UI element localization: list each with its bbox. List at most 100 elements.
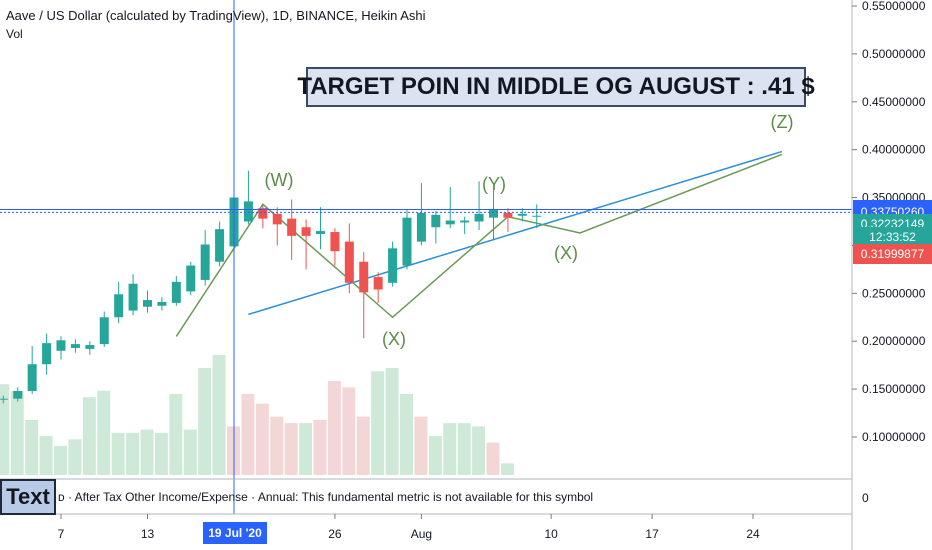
y-tick-label: 0.20000000 [862, 334, 926, 348]
volume-bar [25, 419, 39, 475]
volume-bar [356, 416, 370, 475]
candle-body [416, 212, 426, 242]
volume-bar [140, 429, 154, 475]
x-tick-label: 10 [544, 527, 558, 541]
volume-bar [313, 419, 327, 475]
volume-bar [154, 432, 168, 475]
volume-bar [10, 390, 24, 475]
candle-body [13, 391, 23, 399]
volume-bar [414, 416, 428, 475]
volume-bar [255, 403, 269, 475]
candle-body [56, 340, 66, 351]
volume-bar [342, 387, 356, 475]
candle-body [0, 398, 8, 400]
volume-bar [400, 393, 413, 475]
candle-body [243, 201, 253, 222]
candle-body [474, 213, 484, 222]
x-tick-label: 13 [141, 527, 155, 541]
price-tag: 0.31999877 [853, 243, 932, 264]
candle-body [301, 227, 311, 236]
wave-label: (W) [265, 170, 294, 190]
volume-label: Vol [6, 27, 23, 41]
candle-body [489, 210, 498, 218]
trend-line [248, 150, 783, 316]
trend-layer: (W) (X) (Y) (X) (Z) [175, 112, 794, 349]
volume-bar [0, 384, 10, 475]
wave-label: (Y) [482, 174, 506, 194]
volume-bar [97, 390, 111, 475]
candle-body [287, 218, 297, 236]
wave-label: (Z) [771, 112, 794, 132]
wave-label: (X) [554, 243, 578, 263]
text-button[interactable]: Text [0, 479, 56, 515]
volume-bar [486, 442, 500, 475]
volume-bar [169, 393, 183, 475]
candle-body [171, 281, 181, 303]
candle-body [402, 217, 412, 266]
volume-bar [443, 423, 457, 475]
y-tick-label: 0.15000000 [862, 382, 926, 396]
volume-bar [39, 436, 53, 475]
volume-bar [198, 367, 212, 475]
volume-bar [111, 432, 125, 475]
volume-bar [241, 393, 255, 475]
volume-bar [457, 423, 471, 475]
candle-body [359, 261, 369, 293]
y-tick-label: 0.55000000 [862, 0, 926, 13]
candle-body [316, 231, 325, 234]
candle-body [200, 244, 210, 280]
volume-bar [270, 416, 284, 475]
x-tick-label: Aug [411, 527, 432, 541]
candle-body [42, 343, 52, 365]
candle-body [128, 283, 138, 311]
wave-label: (X) [382, 329, 406, 349]
volume-bar [299, 423, 313, 475]
wave-line [175, 153, 783, 337]
candle-body [85, 345, 95, 349]
volume-bar [371, 371, 385, 475]
candle-body [373, 277, 383, 290]
candle-body [215, 229, 225, 262]
candle-body [272, 213, 282, 225]
y-tick-label: 0.25000000 [862, 286, 926, 300]
x-tick-label: 17 [645, 527, 659, 541]
candle-body [114, 294, 124, 318]
volume-bar [183, 429, 197, 475]
chart-title: Aave / US Dollar (calculated by TradingV… [6, 8, 426, 23]
candle-body [27, 364, 37, 392]
candle-body [445, 220, 455, 225]
y-tick-label: 0.45000000 [862, 95, 926, 109]
x-tick-label: 26 [328, 527, 342, 541]
candle-body [517, 213, 527, 216]
fundamental-notice: ᴅ · After Tax Other Income/Expense · Ann… [58, 490, 594, 504]
volume-bar [428, 436, 442, 475]
x-tick-label: 24 [746, 527, 760, 541]
volume-bar [126, 432, 140, 475]
y-tick-label: 0.10000000 [862, 430, 926, 444]
candle-body [143, 300, 152, 307]
candle-body [431, 214, 441, 228]
candle-body [460, 220, 470, 223]
candle-layer [0, 170, 542, 404]
candle-body [532, 215, 542, 217]
candle-body [157, 301, 167, 306]
candle-body [330, 232, 340, 252]
fundamental-zero-label: 0 [862, 491, 869, 505]
volume-bar [82, 397, 96, 475]
candle-body [258, 208, 268, 219]
volume-bar [500, 463, 514, 475]
volume-bar [284, 423, 298, 475]
volume-bar [327, 380, 341, 475]
candle-body [70, 344, 80, 348]
candle-body [186, 265, 196, 292]
volume-bar [472, 426, 486, 475]
target-banner[interactable]: TARGET POIN IN MIDDLE OG AUGUST : .41 $ [297, 67, 815, 107]
crosshair-layer [0, 0, 852, 514]
volume-bar [212, 355, 226, 475]
volume-bar [68, 439, 82, 475]
crosshair-time-label: 19 Jul '20 [203, 522, 267, 544]
volume-bar [54, 445, 67, 475]
